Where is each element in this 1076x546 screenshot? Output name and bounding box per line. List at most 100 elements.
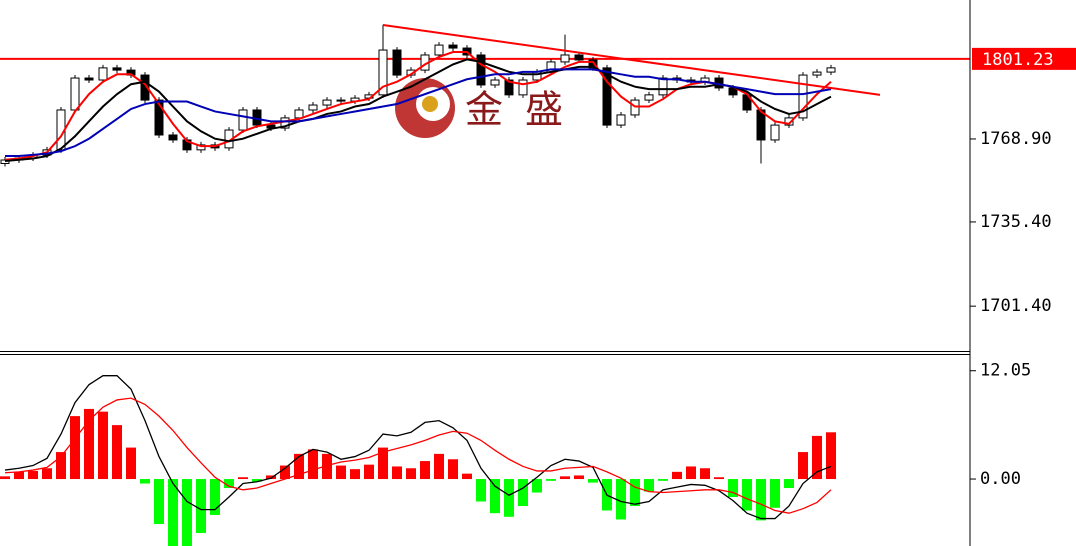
candle-body	[812, 71, 822, 76]
macd-bar	[28, 470, 38, 480]
candle-body	[770, 124, 780, 141]
macd-bar	[140, 479, 150, 484]
candle-body	[448, 44, 458, 49]
macd-bar	[350, 469, 360, 480]
candle-body	[70, 77, 80, 111]
macd-bar	[224, 479, 234, 489]
macd-bar	[630, 479, 640, 507]
macd-bar	[294, 453, 304, 480]
macd-bar	[504, 479, 514, 517]
macd-bar	[378, 447, 388, 480]
macd-bar	[238, 477, 248, 480]
candle-body	[574, 54, 584, 61]
macd-bar	[70, 416, 80, 480]
macd-bar	[700, 468, 710, 480]
watermark-logo	[422, 96, 438, 112]
macd-bar	[308, 449, 318, 480]
macd-bar	[742, 479, 752, 511]
macd-bar	[476, 479, 486, 502]
candle-body	[602, 67, 612, 126]
y-tick-label: 12.05	[980, 361, 1031, 381]
candle-body	[308, 104, 318, 111]
candle-body	[644, 94, 654, 101]
candle-body	[238, 109, 248, 131]
macd-bar	[714, 477, 724, 480]
y-tick-label: 1768.90	[980, 129, 1052, 149]
macd-bar	[658, 479, 668, 481]
macd-bar	[448, 459, 458, 480]
macd-bar	[14, 471, 24, 480]
line-series	[4, 375, 832, 520]
macd-bar	[728, 479, 738, 498]
macd-bar	[182, 479, 192, 546]
macd-bar	[770, 479, 780, 508]
macd-bar	[252, 479, 262, 482]
candle-body	[196, 144, 206, 151]
line-series	[4, 58, 832, 163]
watermark-text: 盛	[525, 88, 563, 132]
macd-bar	[532, 479, 542, 493]
candle-body	[434, 44, 444, 56]
macd-bar	[406, 468, 416, 480]
price-label: 1801.23	[982, 50, 1054, 70]
macd-bar	[196, 479, 206, 533]
candle-body	[826, 67, 836, 73]
macd-bar	[42, 468, 52, 480]
candle-body	[84, 77, 94, 81]
candle-body	[490, 79, 500, 86]
macd-bar	[490, 479, 500, 514]
candle-body	[140, 74, 150, 101]
candle-body	[336, 99, 346, 102]
candle-body	[112, 67, 122, 71]
macd-bar	[588, 479, 598, 483]
macd-bar	[462, 473, 472, 480]
macd-bar	[336, 465, 346, 480]
macd-bar	[322, 453, 332, 480]
macd-bar	[0, 476, 10, 480]
macd-panel	[0, 375, 836, 546]
macd-bar	[56, 452, 66, 480]
candle-body	[728, 87, 738, 96]
macd-bar	[126, 447, 136, 480]
candle-body	[658, 77, 668, 96]
macd-bar	[784, 479, 794, 489]
candle-body	[98, 67, 108, 81]
macd-bar	[168, 479, 178, 546]
macd-bar	[560, 476, 570, 480]
macd-bar	[210, 479, 220, 515]
y-tick-label: 1735.40	[980, 212, 1052, 232]
candle-body	[560, 54, 570, 63]
macd-bar	[392, 466, 402, 480]
candle-body	[322, 99, 332, 106]
y-tick-label: 0.00	[980, 469, 1021, 489]
macd-bar	[98, 411, 108, 480]
macd-bar	[434, 453, 444, 480]
macd-bar	[574, 475, 584, 480]
watermark-text: 金	[465, 88, 503, 132]
line-series	[5, 68, 832, 158]
candle-body	[476, 54, 486, 86]
price-label-box	[972, 47, 1076, 70]
candle-body	[154, 99, 164, 136]
macd-bar	[518, 479, 528, 507]
candle-body	[168, 134, 178, 141]
macd-bar	[826, 432, 836, 480]
macd-bar	[812, 435, 822, 480]
macd-bar	[672, 471, 682, 480]
y-tick-label: 1701.40	[980, 296, 1052, 316]
macd-bar	[798, 452, 808, 480]
candle-body	[798, 74, 808, 119]
candle-body	[616, 114, 626, 126]
price-panel: 金盛	[0, 24, 970, 167]
candle-body	[784, 117, 794, 126]
macd-bar	[84, 408, 94, 480]
candle-body	[504, 79, 514, 96]
trendline	[382, 24, 881, 96]
macd-bar	[686, 466, 696, 480]
watermark: 金盛	[395, 78, 563, 138]
macd-bar	[756, 479, 766, 521]
macd-bar	[420, 461, 430, 480]
